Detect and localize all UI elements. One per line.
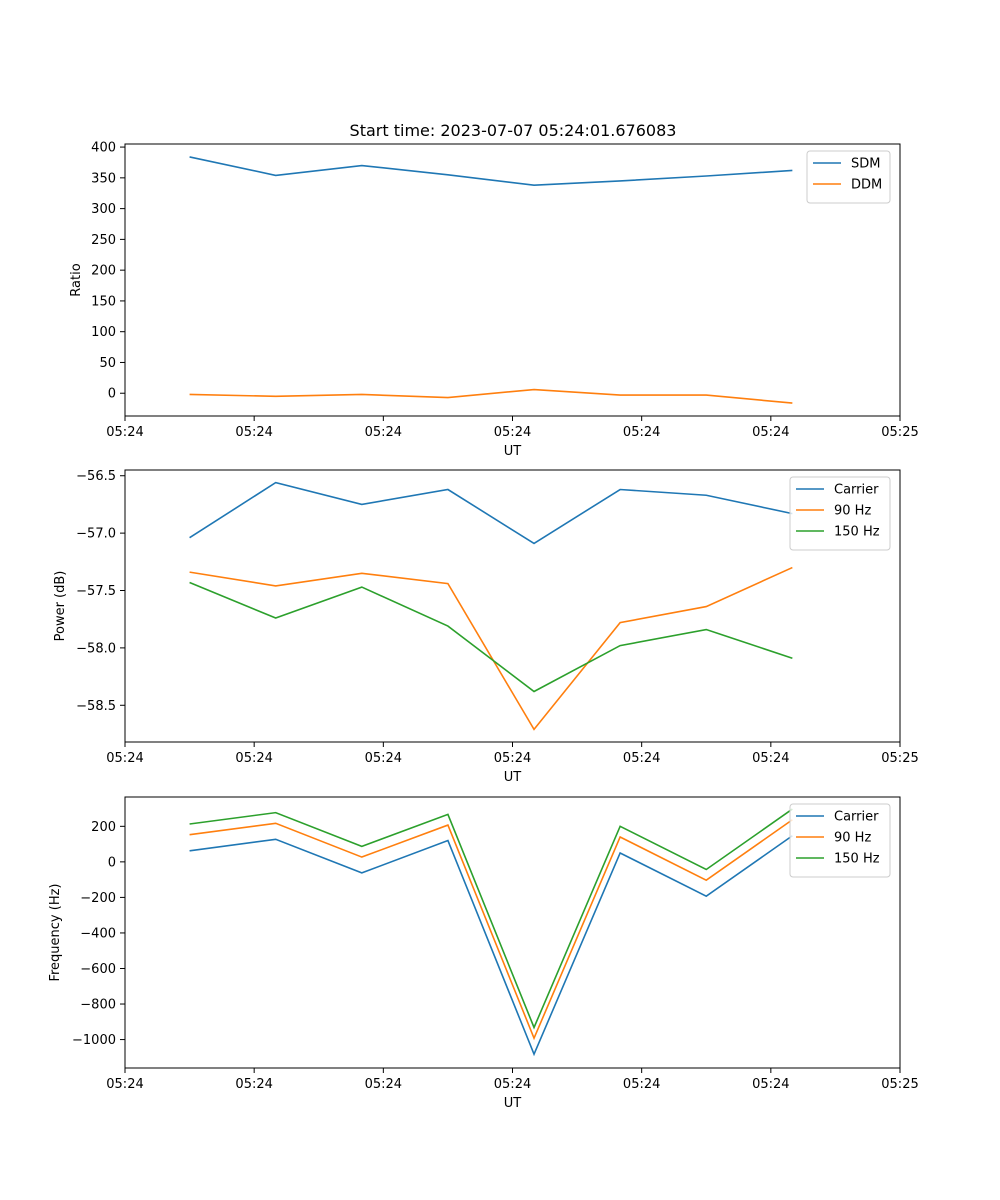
- legend: SDM DDM: [806, 150, 891, 204]
- y-tick-label: −800: [80, 998, 116, 1013]
- legend-box: [806, 150, 891, 204]
- x-tick-label: 05:24: [752, 751, 789, 766]
- x-tick-label: 05:24: [494, 1077, 531, 1092]
- x-tick-label: 05:24: [106, 751, 143, 766]
- x-axis-label: UT: [504, 770, 522, 785]
- legend-label: SDM: [851, 157, 880, 172]
- panel-3: 05:24 05:24 05:24 05:24 05:24 05:24 05:25 UT −10…: [48, 796, 919, 1111]
- series-line-150-hz: [189, 581, 793, 693]
- y-axis: 0 50 100 150 200 250 300 350 400: [91, 141, 125, 402]
- y-tick-label: −58.0: [76, 641, 116, 656]
- series-line-90-hz: [189, 566, 793, 731]
- y-tick-label: −57.5: [76, 584, 116, 599]
- legend-label: DDM: [851, 178, 882, 193]
- series-line-carrier: [189, 835, 793, 1057]
- y-tick-label: 150: [91, 294, 116, 309]
- x-tick-label: 05:24: [623, 1077, 660, 1092]
- x-axis: 05:24 05:24 05:24 05:24 05:24 05:24 05:25: [106, 416, 919, 440]
- axes-frame: [124, 796, 901, 1069]
- x-tick-label: 05:24: [106, 425, 143, 440]
- x-tick-label: 05:24: [106, 1077, 143, 1092]
- x-axis: 05:24 05:24 05:24 05:24 05:24 05:24 05:25: [106, 742, 919, 766]
- x-tick-label: 05:25: [881, 425, 918, 440]
- x-tick-label: 05:24: [752, 425, 789, 440]
- series-group: [189, 481, 793, 731]
- x-axis: 05:24 05:24 05:24 05:24 05:24 05:24 05:25: [106, 1068, 919, 1092]
- x-tick-label: 05:24: [752, 1077, 789, 1092]
- x-tick-label: 05:24: [235, 425, 272, 440]
- x-axis-label: UT: [504, 444, 522, 459]
- legend: Carrier 90 Hz 150 Hz: [789, 476, 891, 551]
- x-tick-label: 05:24: [365, 425, 402, 440]
- y-tick-label: 200: [91, 820, 116, 835]
- x-tick-label: 05:24: [235, 1077, 272, 1092]
- x-tick-label: 05:24: [623, 751, 660, 766]
- y-tick-label: −400: [80, 926, 116, 941]
- y-tick-label: 200: [91, 264, 116, 279]
- y-tick-label: 0: [108, 387, 116, 402]
- y-tick-label: 50: [99, 356, 116, 371]
- legend-label: 150 Hz: [834, 525, 880, 540]
- series-line-ddm: [189, 388, 793, 404]
- y-tick-label: 0: [108, 855, 116, 870]
- y-tick-label: −57.0: [76, 527, 116, 542]
- y-axis-label: Frequency (Hz): [48, 883, 63, 981]
- series-line-90-hz: [189, 819, 793, 1041]
- series-group: [189, 808, 793, 1057]
- x-tick-label: 05:24: [365, 751, 402, 766]
- y-tick-label: 100: [91, 325, 116, 340]
- y-tick-label: 350: [91, 171, 116, 186]
- y-tick-label: −58.5: [76, 699, 116, 714]
- axes-frame: [124, 143, 901, 417]
- legend-label: Carrier: [834, 483, 879, 498]
- y-tick-label: 300: [91, 202, 116, 217]
- x-tick-label: 05:24: [623, 425, 660, 440]
- x-tick-label: 05:24: [494, 425, 531, 440]
- legend: Carrier 90 Hz 150 Hz: [789, 803, 891, 878]
- x-axis-label: UT: [504, 1096, 522, 1111]
- y-axis: −58.5 −58.0 −57.5 −57.0 −56.5: [76, 469, 125, 714]
- series-group: [189, 156, 793, 404]
- x-tick-label: 05:24: [494, 751, 531, 766]
- legend-label: Carrier: [834, 810, 879, 825]
- y-tick-label: −56.5: [76, 469, 116, 484]
- x-tick-label: 05:24: [365, 1077, 402, 1092]
- y-axis-label: Power (dB): [53, 571, 68, 642]
- y-axis-label: Ratio: [69, 263, 84, 296]
- panel-1: 05:24 05:24 05:24 05:24 05:24 05:24 05:25 UT 0 50…: [69, 141, 919, 459]
- legend-label: 90 Hz: [834, 504, 871, 519]
- legend-label: 90 Hz: [834, 831, 871, 846]
- y-axis: −1000 −800 −600 −400 −200 0 200: [72, 820, 125, 1048]
- x-tick-label: 05:24: [235, 751, 272, 766]
- y-tick-label: −1000: [72, 1033, 116, 1048]
- series-line-sdm: [189, 156, 793, 187]
- series-line-carrier: [189, 481, 793, 545]
- legend-label: 150 Hz: [834, 852, 880, 867]
- series-line-150-hz: [189, 808, 793, 1030]
- y-tick-label: 400: [91, 141, 116, 156]
- y-tick-label: 250: [91, 233, 116, 248]
- chart-title: Start time: 2023-07-07 05:24:01.676083: [350, 121, 677, 140]
- y-tick-label: −600: [80, 962, 116, 977]
- panel-2: 05:24 05:24 05:24 05:24 05:24 05:24 05:25 UT −58…: [53, 469, 919, 785]
- axes-frame: [124, 469, 901, 743]
- x-tick-label: 05:25: [881, 1077, 918, 1092]
- x-tick-label: 05:25: [881, 751, 918, 766]
- y-tick-label: −200: [80, 891, 116, 906]
